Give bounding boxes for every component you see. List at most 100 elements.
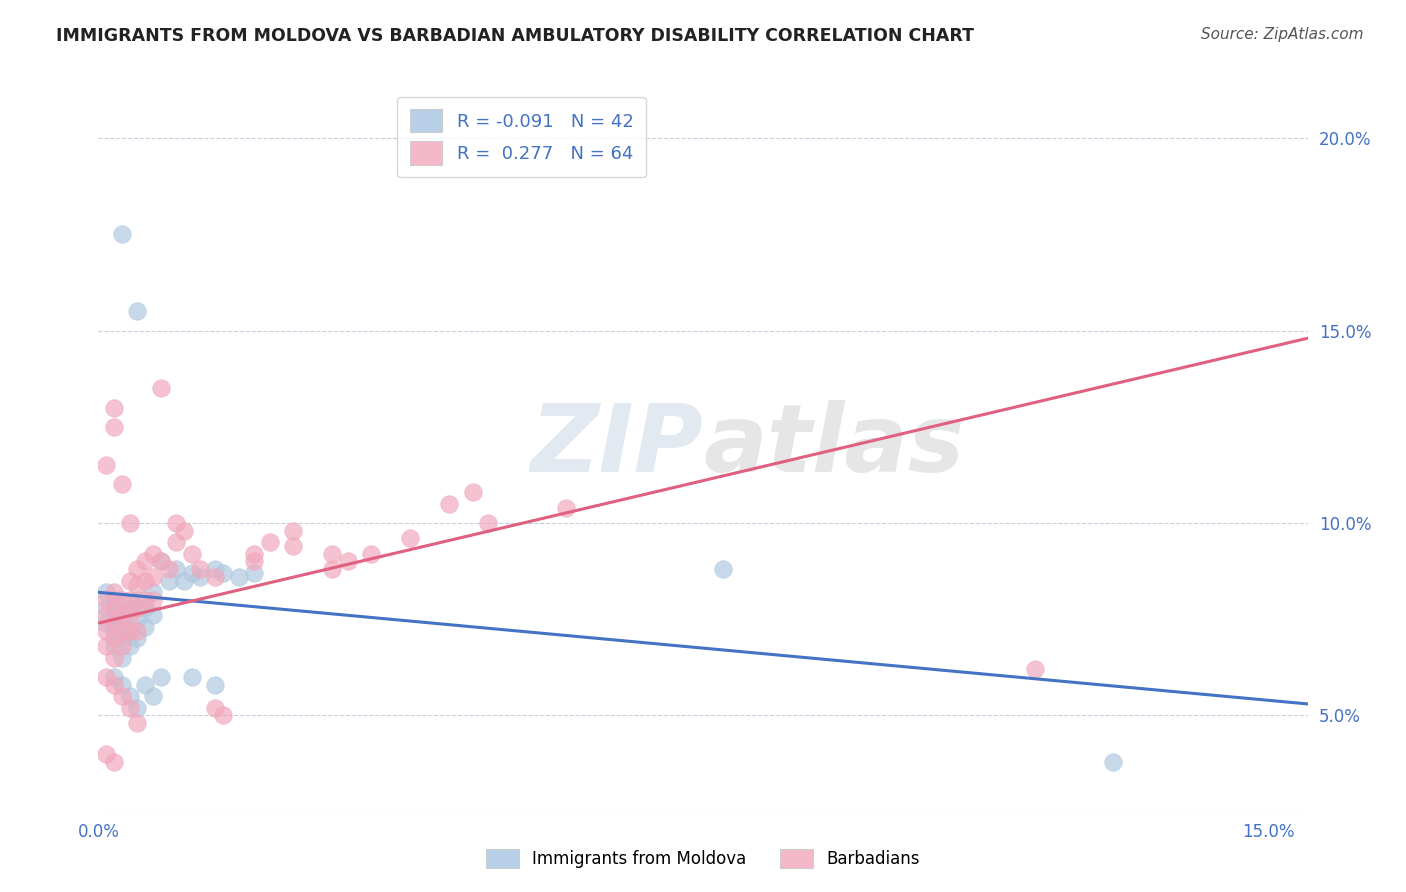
Point xyxy=(204,562,226,576)
Point xyxy=(118,600,141,615)
Point xyxy=(134,593,156,607)
Point xyxy=(127,716,149,731)
Point xyxy=(118,516,141,530)
Point xyxy=(228,570,250,584)
Point xyxy=(111,639,134,653)
Point xyxy=(399,532,422,546)
Point xyxy=(181,670,204,684)
Point xyxy=(165,535,187,549)
Point xyxy=(111,678,134,692)
Point xyxy=(321,547,343,561)
Point xyxy=(96,616,118,631)
Text: Source: ZipAtlas.com: Source: ZipAtlas.com xyxy=(1201,27,1364,42)
Point xyxy=(127,562,149,576)
Point xyxy=(111,593,134,607)
Point xyxy=(111,632,134,646)
Point xyxy=(127,700,149,714)
Point xyxy=(134,678,156,692)
Point xyxy=(103,593,125,607)
Point xyxy=(127,600,149,615)
Point xyxy=(711,562,734,576)
Point xyxy=(96,458,118,473)
Point xyxy=(103,616,125,631)
Text: IMMIGRANTS FROM MOLDOVA VS BARBADIAN AMBULATORY DISABILITY CORRELATION CHART: IMMIGRANTS FROM MOLDOVA VS BARBADIAN AMB… xyxy=(56,27,974,45)
Point xyxy=(127,624,149,638)
Point xyxy=(96,608,118,623)
Point xyxy=(103,639,125,653)
Point xyxy=(142,570,165,584)
Point xyxy=(173,574,195,588)
Point xyxy=(103,755,125,769)
Point xyxy=(96,593,118,607)
Point xyxy=(204,700,226,714)
Point xyxy=(134,554,156,568)
Point xyxy=(111,650,134,665)
Point xyxy=(103,650,125,665)
Point xyxy=(204,570,226,584)
Point xyxy=(118,624,141,638)
Point xyxy=(283,524,305,538)
Point xyxy=(360,547,382,561)
Point xyxy=(103,585,125,599)
Point xyxy=(461,485,484,500)
Point xyxy=(103,419,125,434)
Point xyxy=(321,562,343,576)
Point xyxy=(283,539,305,553)
Point xyxy=(477,516,499,530)
Point xyxy=(111,612,134,626)
Point xyxy=(212,708,235,723)
Point xyxy=(118,639,141,653)
Point xyxy=(1024,662,1046,676)
Point xyxy=(134,574,156,588)
Point xyxy=(103,600,125,615)
Point xyxy=(103,670,125,684)
Point xyxy=(149,670,172,684)
Point xyxy=(96,600,118,615)
Point xyxy=(103,624,125,638)
Legend: R = -0.091   N = 42, R =  0.277   N = 64: R = -0.091 N = 42, R = 0.277 N = 64 xyxy=(396,96,647,178)
Point xyxy=(243,566,266,580)
Point xyxy=(165,562,187,576)
Point xyxy=(142,690,165,704)
Point xyxy=(127,304,149,318)
Point xyxy=(337,554,360,568)
Legend: Immigrants from Moldova, Barbadians: Immigrants from Moldova, Barbadians xyxy=(479,842,927,875)
Point xyxy=(134,600,156,615)
Point xyxy=(181,566,204,580)
Point xyxy=(142,608,165,623)
Point xyxy=(157,574,180,588)
Point xyxy=(181,547,204,561)
Point xyxy=(103,678,125,692)
Text: atlas: atlas xyxy=(703,400,965,492)
Point xyxy=(439,497,461,511)
Point xyxy=(127,593,149,607)
Point xyxy=(118,690,141,704)
Point xyxy=(555,500,578,515)
Point xyxy=(149,554,172,568)
Point xyxy=(127,632,149,646)
Point xyxy=(1101,755,1123,769)
Point xyxy=(118,700,141,714)
Point xyxy=(243,547,266,561)
Point xyxy=(118,608,141,623)
Point xyxy=(96,747,118,761)
Point xyxy=(127,577,149,591)
Point xyxy=(204,678,226,692)
Point xyxy=(212,566,235,580)
Point xyxy=(173,524,195,538)
Point xyxy=(96,670,118,684)
Point xyxy=(243,554,266,568)
Point xyxy=(96,585,118,599)
Point xyxy=(118,624,141,638)
Point xyxy=(111,608,134,623)
Point xyxy=(111,477,134,491)
Point xyxy=(142,547,165,561)
Point xyxy=(103,401,125,415)
Point xyxy=(149,381,172,395)
Point xyxy=(259,535,281,549)
Point xyxy=(134,620,156,634)
Point xyxy=(127,612,149,626)
Point xyxy=(111,690,134,704)
Text: ZIP: ZIP xyxy=(530,400,703,492)
Point xyxy=(111,624,134,638)
